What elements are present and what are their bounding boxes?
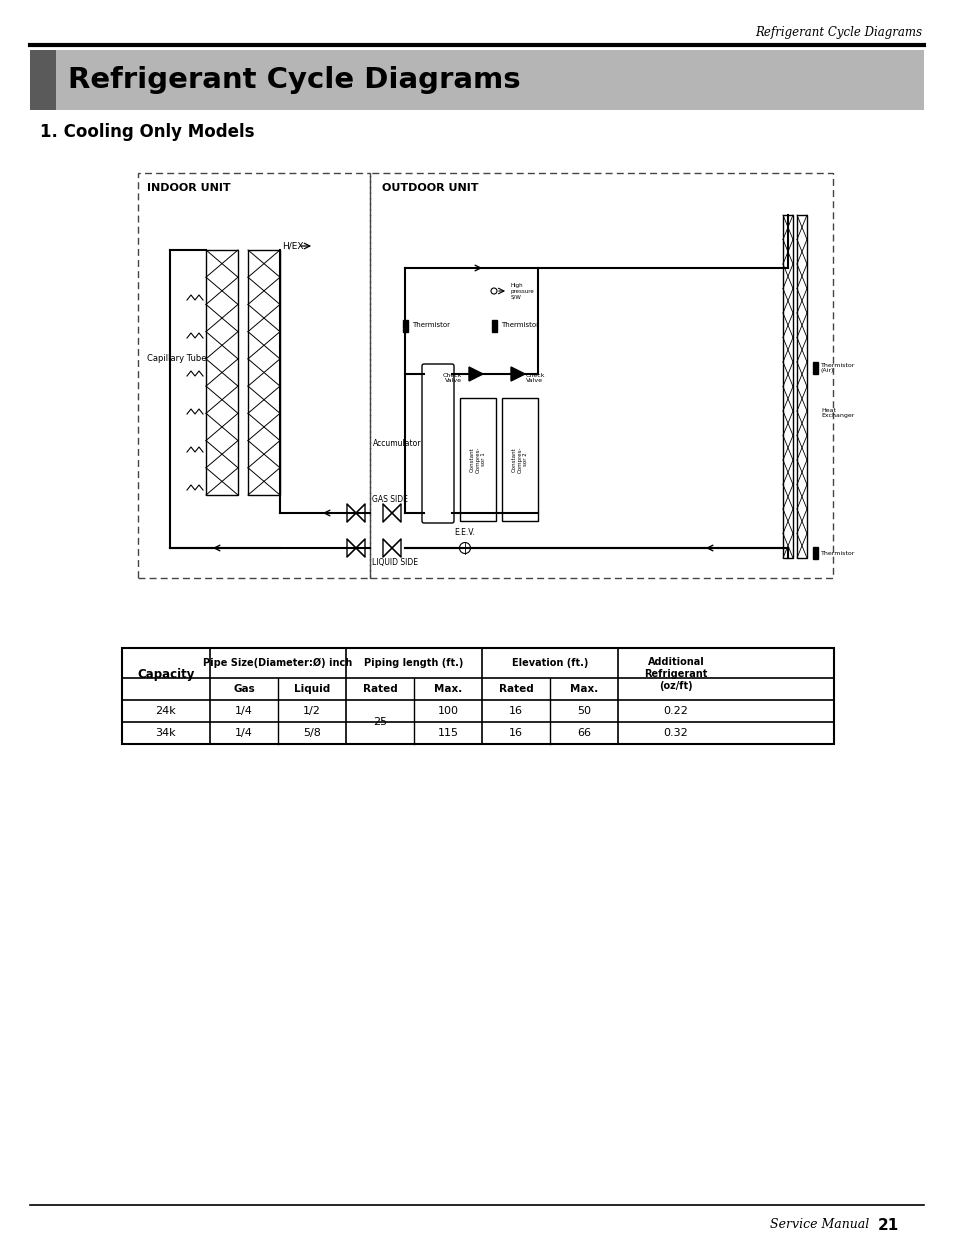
Text: Gas: Gas <box>233 684 254 694</box>
Text: Thermistor: Thermistor <box>821 551 855 556</box>
Text: GAS SIDE: GAS SIDE <box>372 495 408 503</box>
Polygon shape <box>355 503 365 522</box>
Bar <box>501 398 537 521</box>
Text: H/EX: H/EX <box>282 241 303 251</box>
Text: Accumulator: Accumulator <box>372 439 420 447</box>
Text: Thermistor: Thermistor <box>500 322 538 328</box>
Text: 24k: 24k <box>155 706 176 716</box>
Text: E.E.V.: E.E.V. <box>454 527 475 537</box>
Bar <box>206 250 237 495</box>
Text: 25: 25 <box>373 717 387 727</box>
Bar <box>402 319 408 332</box>
Text: Rated: Rated <box>498 684 533 694</box>
Bar <box>138 173 370 578</box>
Text: 16: 16 <box>509 706 522 716</box>
Text: Constant
Compres-
sor 2: Constant Compres- sor 2 <box>511 446 528 472</box>
Polygon shape <box>469 367 482 382</box>
Text: Thermistor
(Air): Thermistor (Air) <box>821 363 855 373</box>
Text: 1/4: 1/4 <box>234 706 253 716</box>
Polygon shape <box>347 503 355 522</box>
Text: 16: 16 <box>509 728 522 738</box>
Bar <box>30 50 923 109</box>
Text: Elevation (ft.): Elevation (ft.) <box>511 658 588 667</box>
Text: 1/4: 1/4 <box>234 728 253 738</box>
Text: 34k: 34k <box>155 728 176 738</box>
Text: Rated: Rated <box>362 684 397 694</box>
Bar <box>812 547 817 559</box>
Text: Service Manual: Service Manual <box>769 1218 868 1232</box>
Bar <box>812 362 817 374</box>
Bar <box>248 250 280 495</box>
Text: 0.22: 0.22 <box>663 706 688 716</box>
Text: INDOOR UNIT: INDOOR UNIT <box>147 183 231 193</box>
Text: Liquid: Liquid <box>294 684 330 694</box>
Text: Capillary Tube: Capillary Tube <box>147 353 206 363</box>
Polygon shape <box>355 539 365 557</box>
Text: 50: 50 <box>577 706 590 716</box>
Polygon shape <box>392 503 400 522</box>
Text: Constant
Compres-
sor 1: Constant Compres- sor 1 <box>469 446 486 472</box>
Text: Additional
Refrigerant
(oz/ft): Additional Refrigerant (oz/ft) <box>643 656 707 691</box>
Polygon shape <box>382 539 392 557</box>
Polygon shape <box>382 503 392 522</box>
Text: 100: 100 <box>437 706 458 716</box>
Text: 1/2: 1/2 <box>303 706 320 716</box>
Bar <box>459 398 496 521</box>
Text: LIQUID SIDE: LIQUID SIDE <box>372 558 417 567</box>
Bar <box>30 50 56 109</box>
Text: Max.: Max. <box>569 684 598 694</box>
Text: 0.32: 0.32 <box>663 728 688 738</box>
Polygon shape <box>347 539 355 557</box>
Text: Capacity: Capacity <box>137 667 194 680</box>
Bar <box>122 648 833 745</box>
Bar <box>492 319 497 332</box>
Text: Refrigerant Cycle Diagrams: Refrigerant Cycle Diagrams <box>68 66 520 94</box>
Bar <box>782 215 792 558</box>
Text: Pipe Size(Diameter:Ø) inch: Pipe Size(Diameter:Ø) inch <box>203 658 353 669</box>
Text: 115: 115 <box>437 728 458 738</box>
Text: 66: 66 <box>577 728 590 738</box>
Polygon shape <box>392 539 400 557</box>
FancyBboxPatch shape <box>421 364 454 523</box>
Bar <box>796 215 806 558</box>
Text: Refrigerant Cycle Diagrams: Refrigerant Cycle Diagrams <box>754 26 921 39</box>
Text: Piping length (ft.): Piping length (ft.) <box>364 658 463 667</box>
Text: OUTDOOR UNIT: OUTDOOR UNIT <box>381 183 478 193</box>
Text: 1. Cooling Only Models: 1. Cooling Only Models <box>40 123 254 140</box>
Polygon shape <box>511 367 524 382</box>
Text: High
pressure
S/W: High pressure S/W <box>511 282 535 300</box>
Text: Max.: Max. <box>434 684 461 694</box>
Text: Heat
Exchanger: Heat Exchanger <box>821 408 854 419</box>
Text: 21: 21 <box>877 1217 899 1233</box>
Text: Check
Valve: Check Valve <box>525 373 545 383</box>
Text: 5/8: 5/8 <box>303 728 320 738</box>
Text: Thermistor: Thermistor <box>412 322 450 328</box>
Text: Check
Valve: Check Valve <box>442 373 461 383</box>
Bar <box>370 173 832 578</box>
